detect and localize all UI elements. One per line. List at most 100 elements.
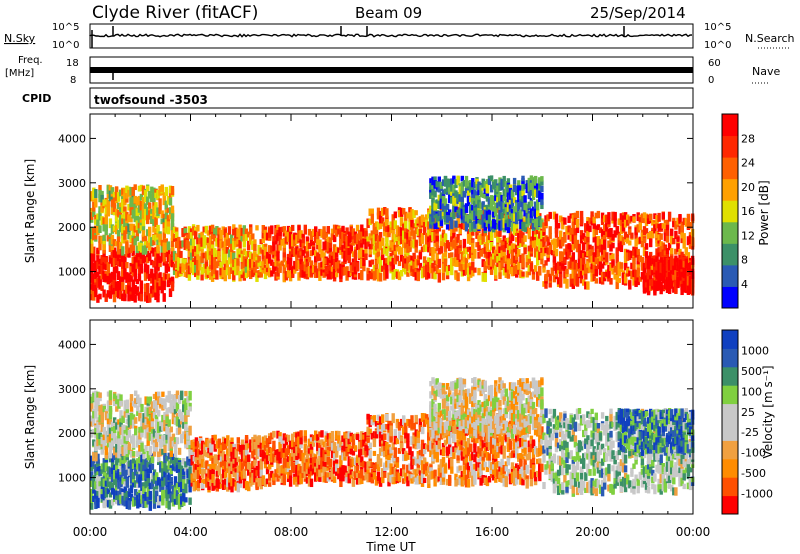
power-cell	[391, 220, 395, 230]
power-cell	[391, 257, 395, 267]
power-cell	[251, 259, 255, 268]
power-cell	[210, 224, 215, 232]
velocity-cell	[115, 490, 119, 496]
power-cell	[272, 265, 276, 274]
power-cell	[686, 270, 691, 277]
velocity-cell	[96, 432, 100, 440]
power-cell	[510, 243, 515, 251]
power-cell	[460, 222, 464, 230]
power-cell	[538, 232, 542, 239]
power-cell	[596, 248, 601, 258]
power-cell	[374, 226, 379, 235]
power-cell	[586, 236, 590, 243]
power-cell	[314, 266, 318, 274]
power-cell	[90, 243, 94, 252]
power-cell	[527, 245, 531, 252]
power-cell	[479, 202, 483, 209]
power-cell	[98, 293, 102, 300]
power-cell	[504, 223, 508, 231]
velocity-cell	[131, 500, 136, 507]
power-cell	[349, 244, 353, 254]
velocity-cell	[108, 427, 113, 437]
power-cell	[519, 190, 523, 200]
velocity-cell	[173, 464, 178, 472]
power-cell	[316, 268, 320, 277]
power-cell	[404, 254, 408, 263]
power-cell	[213, 257, 217, 264]
power-cell	[114, 257, 119, 265]
power-cell	[261, 231, 265, 239]
power-cell	[187, 250, 192, 257]
power-cell	[607, 268, 611, 279]
power-cell	[106, 193, 110, 199]
power-cell	[603, 215, 607, 223]
power-cell	[152, 194, 156, 203]
power-cell	[196, 245, 200, 255]
power-cell	[519, 234, 523, 244]
power-cell	[232, 270, 236, 281]
power-cell	[284, 237, 289, 244]
power-cell	[265, 251, 270, 259]
power-cell	[431, 200, 435, 210]
power-cell	[119, 242, 123, 249]
power-cell	[429, 235, 433, 241]
power-cell	[594, 278, 598, 284]
power-cell	[628, 229, 632, 236]
power-cell	[682, 233, 686, 242]
power-cell	[108, 195, 113, 202]
power-cell	[462, 269, 467, 276]
power-cell	[221, 250, 225, 260]
power-cell	[397, 210, 402, 218]
power-cell	[332, 234, 337, 243]
power-cell	[156, 224, 160, 234]
power-cell	[523, 184, 527, 190]
power-cell	[129, 216, 133, 223]
power-cell	[268, 245, 272, 253]
power-cell	[94, 198, 98, 208]
power-cell	[496, 197, 500, 203]
velocity-cell	[115, 435, 119, 444]
power-cell	[96, 255, 100, 262]
power-cell	[435, 257, 439, 265]
power-cell	[402, 224, 406, 235]
power-cell	[244, 228, 249, 239]
power-cell	[397, 235, 402, 242]
power-cell	[435, 253, 439, 259]
power-cell	[623, 212, 628, 220]
power-cell	[663, 256, 668, 263]
velocity-cell	[169, 467, 173, 475]
power-cell	[429, 264, 433, 274]
power-cell	[506, 184, 511, 193]
power-cell	[328, 270, 333, 280]
power-cell	[473, 200, 477, 206]
power-cell	[137, 203, 142, 213]
velocity-cell	[98, 433, 102, 440]
power-cell	[100, 255, 104, 264]
velocity-cell	[177, 472, 182, 483]
power-cell	[135, 279, 139, 285]
power-cell	[261, 225, 265, 234]
power-cell	[515, 202, 519, 213]
velocity-cell	[121, 430, 125, 438]
power-cell	[456, 250, 460, 261]
velocity-cell	[182, 479, 186, 489]
velocity-cell	[123, 492, 127, 501]
power-cell	[431, 209, 435, 216]
power-cell	[636, 212, 640, 222]
power-cell	[586, 265, 590, 274]
power-cell	[156, 231, 160, 238]
power-cell	[556, 223, 561, 229]
power-cell	[106, 185, 110, 195]
velocity-cell	[102, 428, 106, 435]
power-cell	[94, 225, 98, 234]
power-cell	[309, 231, 314, 240]
velocity-cell	[90, 396, 94, 404]
power-cell	[137, 226, 142, 234]
power-cell	[634, 280, 638, 287]
power-cell	[133, 294, 137, 303]
power-cell	[427, 257, 431, 265]
power-cell	[489, 195, 494, 205]
velocity-cell	[96, 475, 100, 485]
nsky-bottom-tick: 10^0	[52, 40, 79, 51]
power-cell	[210, 248, 215, 255]
